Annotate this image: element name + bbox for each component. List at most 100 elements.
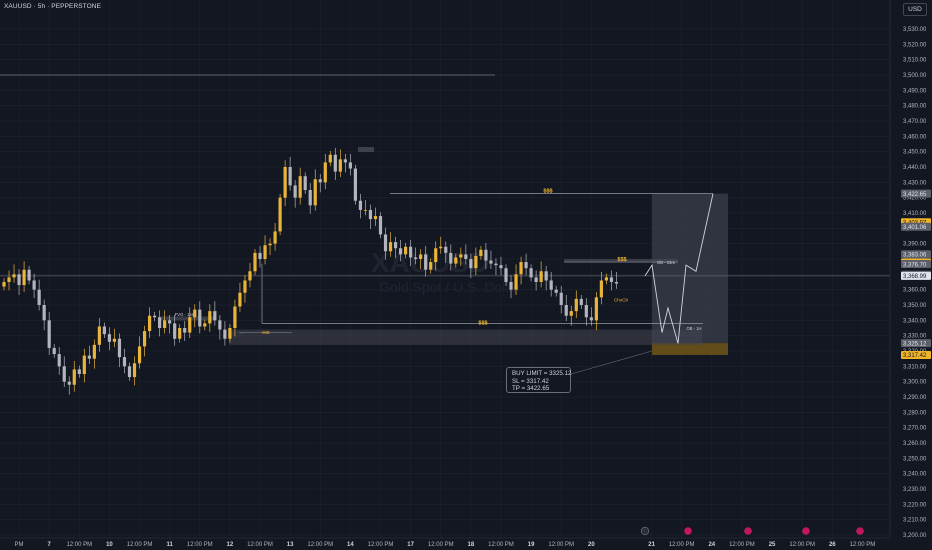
y-tick-label: 3,500.00 (903, 73, 927, 79)
y-tick-label: 3,210.00 (903, 518, 927, 524)
y-tick-label: 3,390.00 (903, 242, 927, 248)
candle-body (248, 271, 252, 281)
candle-body (318, 179, 322, 183)
x-tick-label: 17 (407, 542, 414, 548)
symbol-title[interactable]: XAUUSD · 5h · PEPPERSTONE (4, 3, 102, 10)
candle-body (363, 209, 368, 211)
x-tick-label: 7 (48, 542, 52, 548)
stop-zone (652, 343, 728, 355)
economic-event-icon (856, 527, 864, 535)
price-tag-label: 3,422.65 (903, 192, 927, 198)
y-tick-label: 3,270.00 (903, 426, 927, 432)
candle-body (137, 346, 142, 364)
candle-body (117, 338, 122, 358)
candle-body (107, 334, 112, 342)
candle-body (348, 162, 352, 169)
candle-body (614, 282, 619, 284)
candle-body (429, 262, 433, 270)
y-tick-label: 3,300.00 (903, 380, 927, 386)
price-tag (901, 350, 931, 359)
price-tag (901, 339, 931, 348)
candle-body (554, 289, 558, 293)
candle-body (358, 200, 363, 210)
x-tick-label: 12 (227, 542, 234, 548)
y-tick-label: 3,410.00 (903, 211, 927, 217)
candle-body (338, 159, 342, 172)
candle-body (97, 326, 101, 345)
candle-body (404, 246, 408, 255)
y-tick-label: 3,200.00 (903, 533, 927, 539)
candle-body (208, 311, 212, 324)
candle-body (173, 323, 177, 339)
candle-body (42, 305, 46, 321)
candle-body (484, 249, 488, 261)
candle-body (147, 315, 152, 332)
price-tag-label: 3,368.99 (903, 274, 927, 280)
level-label-bottom: $$$ (478, 320, 487, 326)
ob-1h-label: OB - 1H (686, 326, 701, 331)
candle-body (494, 263, 498, 266)
candle-body (579, 298, 583, 305)
note-buy-limit: BUY LIMIT = 3325.12 (512, 370, 572, 377)
y-tick-label: 3,240.00 (903, 472, 927, 478)
economic-event-icon (684, 527, 692, 535)
candle-body (544, 271, 548, 281)
candle-body (414, 257, 418, 259)
candle-body (223, 329, 227, 339)
candle-body (333, 154, 337, 172)
price-tag (901, 260, 931, 269)
candle-body (589, 317, 593, 321)
x-tick-label: 12:00 PM (669, 542, 695, 548)
ob-15m-zone (564, 259, 678, 262)
candle-body (459, 254, 463, 258)
event-flash-icon (640, 526, 650, 536)
candle-body (158, 317, 162, 328)
candle-body (609, 277, 614, 282)
level-label-mid: $$$ (617, 257, 626, 263)
candle-body (308, 190, 312, 206)
candle-body (22, 269, 26, 286)
candle-body (368, 209, 373, 220)
choch-label: ChoCh (614, 297, 629, 302)
candle-body (323, 162, 327, 183)
candle-body (193, 309, 197, 318)
candle-body (388, 242, 393, 252)
candle-body (37, 289, 41, 305)
candle-body (17, 274, 21, 286)
candle-body (383, 234, 388, 252)
imbalance-zone (229, 329, 702, 345)
y-tick-label: 3,230.00 (903, 487, 927, 493)
level-label-top: $$$ (543, 189, 552, 195)
price-tag-label: 3,401.06 (903, 225, 927, 231)
candle-body (87, 355, 91, 359)
candle-body (564, 305, 568, 316)
candle-body (288, 167, 292, 186)
candle-body (534, 277, 538, 282)
candle-body (599, 280, 603, 298)
trade-note: BUY LIMIT = 3325.12 SL = 3317.42 TP = 34… (506, 367, 571, 393)
x-tick-label: 12:00 PM (66, 542, 92, 548)
candle-body (328, 154, 332, 163)
candle-body (233, 306, 237, 328)
candle-body (604, 277, 608, 281)
x-tick-label: 20 (588, 542, 595, 548)
candle-body (469, 259, 473, 269)
candle-body (62, 366, 66, 382)
candle-body (499, 265, 503, 269)
x-tick-label: 18 (468, 542, 475, 548)
candle-body (32, 280, 36, 290)
currency-badge[interactable]: USD (903, 3, 927, 16)
candle-body (163, 320, 167, 328)
y-tick-label: 3,420.00 (903, 196, 927, 202)
candle-body (258, 252, 262, 259)
fvg-label: FVG - 15m (175, 312, 196, 317)
x-tick-label: 12:00 PM (368, 542, 394, 548)
candle-body (253, 252, 257, 272)
ob-15m-label: OB - 15m (657, 260, 675, 265)
candle-body (409, 246, 413, 258)
x-tick-label: 12:00 PM (428, 542, 454, 548)
candle-body (293, 185, 297, 198)
x-tick-label: 21 (648, 542, 655, 548)
candle-body (263, 245, 267, 259)
